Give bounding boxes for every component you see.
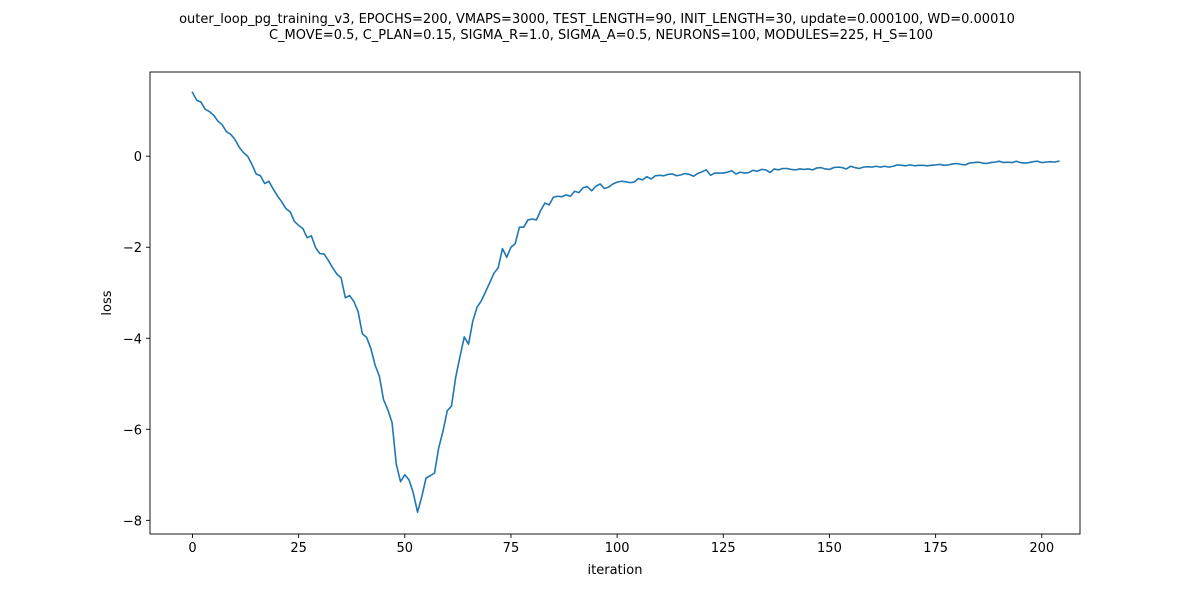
chart-title-line-2: C_MOVE=0.5, C_PLAN=0.15, SIGMA_R=1.0, SI… (269, 28, 933, 43)
x-tick-label: 100 (605, 541, 630, 556)
x-tick-label: 200 (1029, 541, 1054, 556)
x-tick-label: 75 (503, 541, 520, 556)
x-tick-label: 25 (290, 541, 307, 556)
y-tick-label: −6 (123, 423, 142, 438)
y-tick-label: −2 (123, 241, 142, 256)
x-axis-label: iteration (588, 563, 643, 578)
ticks-layer: 0 25 50 75 100 125 150 175 200 −8 −6 −4 −2 0 (123, 150, 1054, 556)
chart-title-line-1: outer_loop_pg_training_v3, EPOCHS=200, V… (179, 12, 1015, 27)
plot-frame (149, 71, 1081, 535)
y-axis-label: loss (100, 290, 115, 315)
series-line-loss (191, 91, 1060, 513)
y-tick-label: −4 (123, 332, 142, 347)
y-tick-label: 0 (134, 150, 142, 165)
x-tick-label: 0 (188, 541, 196, 556)
x-tick-label: 125 (711, 541, 736, 556)
y-tick-label: −8 (123, 514, 142, 529)
x-tick-label: 50 (397, 541, 414, 556)
plot-area (150, 72, 1080, 534)
x-tick-label: 175 (923, 541, 948, 556)
x-tick-label: 150 (817, 541, 842, 556)
